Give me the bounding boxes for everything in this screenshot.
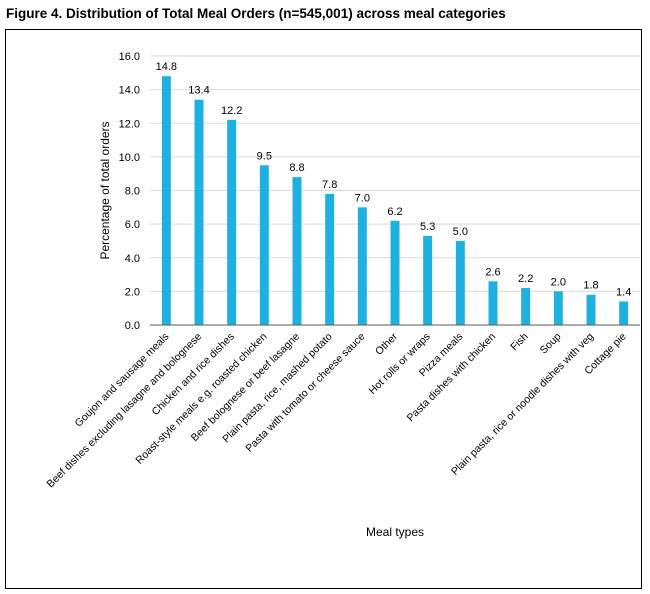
y-tick-label: 6.0 xyxy=(125,219,140,231)
bar xyxy=(161,76,171,325)
bar xyxy=(227,119,237,325)
data-label: 7.8 xyxy=(322,179,337,191)
data-labels: 14.8 13.4 12.2 9.5 8.8 7.8 7.0 6.2 5.3 5.0 2.6 2.2 2… xyxy=(156,61,632,298)
data-label: 14.8 xyxy=(156,61,177,73)
data-label: 2.6 xyxy=(485,266,500,278)
bar xyxy=(194,99,204,326)
data-label: 2.2 xyxy=(518,273,533,285)
bars xyxy=(161,76,629,326)
figure-title: Figure 4. Distribution of Total Meal Ord… xyxy=(6,6,506,21)
data-label: 1.8 xyxy=(583,280,598,292)
y-tick-label: 10.0 xyxy=(119,152,140,164)
x-tick-label: Fish xyxy=(508,331,531,354)
data-label: 5.0 xyxy=(453,226,468,238)
bar xyxy=(325,193,335,325)
data-label: 1.4 xyxy=(616,286,631,298)
data-label: 12.2 xyxy=(221,105,242,117)
bar xyxy=(586,294,596,325)
bar xyxy=(390,220,400,325)
y-axis-ticks: 0.0 2.0 4.0 6.0 8.0 10.0 12.0 14.0 16.0 xyxy=(119,51,140,332)
data-label: 5.3 xyxy=(420,221,435,233)
bar xyxy=(521,288,531,325)
x-tick-label: Pasta with tomato or cheese sauce xyxy=(243,331,367,455)
bar xyxy=(357,207,367,325)
y-tick-label: 12.0 xyxy=(119,118,140,130)
y-tick-label: 14.0 xyxy=(119,85,140,97)
data-label: 2.0 xyxy=(551,276,566,288)
x-axis-label: Meal types xyxy=(366,525,424,539)
data-label: 9.5 xyxy=(257,150,272,162)
data-label: 13.4 xyxy=(188,85,209,97)
bar xyxy=(553,291,563,325)
x-tick-label: Soup xyxy=(538,331,564,357)
bar xyxy=(423,235,433,325)
data-label: 7.0 xyxy=(355,192,370,204)
y-tick-label: 0.0 xyxy=(125,320,140,332)
chart-frame xyxy=(5,29,642,589)
y-axis-label: Percentage of total orders xyxy=(98,121,112,259)
x-tick-label: Other xyxy=(373,330,400,357)
bar xyxy=(292,177,302,325)
bar xyxy=(488,281,498,325)
data-label: 8.8 xyxy=(289,162,304,174)
bar xyxy=(259,165,269,325)
y-tick-label: 16.0 xyxy=(119,51,140,63)
y-tick-label: 2.0 xyxy=(125,286,140,298)
y-tick-label: 8.0 xyxy=(125,186,140,198)
data-label: 6.2 xyxy=(387,206,402,218)
y-tick-label: 4.0 xyxy=(125,253,140,265)
bar xyxy=(455,240,465,325)
bar xyxy=(619,301,629,325)
